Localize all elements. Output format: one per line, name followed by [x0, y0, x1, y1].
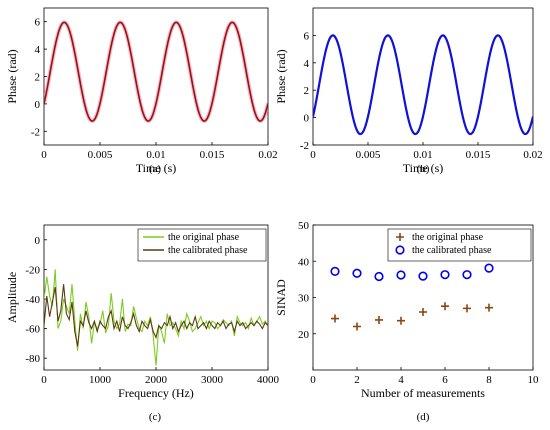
y-tick-label: 6: [35, 17, 41, 29]
x-tick-label: 0.01: [413, 149, 432, 161]
series-line-calibrated: [313, 34, 533, 136]
y-tick-label: -60: [25, 324, 40, 336]
data-point-calibrated: [374, 271, 384, 282]
x-tick-label: 2000: [145, 374, 168, 386]
y-tick-label: 0: [304, 113, 310, 125]
panel-caption: (b): [417, 163, 430, 175]
y-tick-label: -80: [25, 353, 40, 365]
data-point-calibrated: [396, 270, 406, 280]
data-point-original: [353, 322, 361, 331]
x-tick-label: 0.005: [88, 149, 113, 161]
plot-area: [44, 269, 268, 366]
data-point-original: [397, 316, 405, 325]
panel-caption: (a): [149, 163, 162, 175]
y-axis-label: SINAD: [274, 279, 288, 316]
legend-box: [137, 228, 267, 262]
data-point-original: [375, 315, 383, 324]
legend-label: the original phase: [412, 232, 484, 243]
y-tick-label: 20: [298, 329, 310, 341]
plot-area: [44, 20, 268, 124]
x-axis-label: Time (s): [136, 161, 177, 175]
legend-marker: [395, 245, 405, 255]
y-axis-label: Phase (rad): [5, 49, 19, 103]
legend: the original phase the calibrated phase: [137, 228, 267, 262]
y-tick-label: 2: [35, 72, 41, 84]
plot-frame: [43, 7, 269, 146]
y-tick-label: 4: [304, 58, 310, 70]
y-tick-label: 30: [298, 293, 310, 305]
x-axis-label: Number of measurements: [361, 386, 485, 400]
y-tick-label: 6: [304, 30, 310, 42]
x-tick-label: 0.02: [258, 149, 277, 161]
data-point-original: [463, 304, 471, 313]
x-tick-label: 10: [528, 374, 540, 386]
legend-label: the calibrated phase: [168, 245, 248, 256]
x-tick-label: 0.01: [146, 149, 165, 161]
y-tick-label: 0: [35, 99, 41, 111]
x-tick-label: 6: [442, 374, 448, 386]
panel-caption: (c): [149, 411, 162, 423]
x-tick-label: 0.015: [466, 149, 491, 161]
x-tick-label: 0: [310, 374, 316, 386]
x-tick-label: 3000: [201, 374, 224, 386]
x-tick-label: 0: [310, 149, 316, 161]
legend-box: [387, 228, 532, 262]
series-line-calibrated: [44, 284, 268, 347]
y-axis-label: Amplitude: [5, 272, 19, 323]
panel-d: 0 2 4 6 8 10 20 30 40 50 Number of measurements SIN…: [274, 220, 539, 423]
data-point-original: [419, 308, 427, 316]
x-tick-label: 0: [41, 374, 47, 386]
data-point-original: [485, 303, 493, 312]
x-tick-label: 8: [486, 374, 492, 386]
series-line-measured: [44, 21, 268, 122]
y-tick-label: -40: [25, 294, 40, 306]
y-tick-label: 4: [35, 44, 41, 56]
y-tick-label: 0: [35, 235, 41, 247]
data-point-calibrated: [440, 270, 450, 280]
legend-label: the original phase: [168, 232, 240, 243]
y-tick-label: -20: [25, 264, 40, 276]
x-tick-label: 4000: [257, 374, 280, 386]
panel-c: 0 1000 2000 3000 4000 -80 -60 -40 -20 0 Frequency …: [5, 224, 280, 423]
data-point-calibrated: [352, 268, 362, 278]
y-tick-label: 50: [298, 220, 310, 232]
data-point-original: [331, 314, 339, 323]
x-tick-label: 0.005: [356, 149, 381, 161]
x-axis-label: Frequency (Hz): [118, 386, 194, 400]
x-tick-label: 0: [41, 149, 47, 161]
x-tick-label: 4: [398, 374, 404, 386]
legend-label: the calibrated phase: [412, 245, 492, 256]
x-axis-label: Time (s): [403, 161, 444, 175]
legend: the original phase the calibrated phase: [387, 228, 532, 262]
y-tick-label: 40: [298, 256, 310, 268]
data-point-calibrated: [462, 270, 472, 280]
y-axis-label: Phase (rad): [274, 49, 288, 103]
y-tick-label: -2: [300, 140, 309, 152]
y-tick-label: 2: [304, 85, 310, 97]
data-point-calibrated: [484, 263, 494, 273]
x-tick-label: 0.02: [523, 149, 542, 161]
x-tick-label: 1000: [89, 374, 112, 386]
data-point-calibrated: [330, 266, 340, 277]
plot-area: [330, 263, 494, 331]
plot-frame: [312, 7, 534, 146]
y-tick-label: -2: [31, 126, 40, 138]
x-tick-label: 0.015: [200, 149, 225, 161]
panel-caption: (d): [417, 411, 430, 423]
legend-marker: [396, 233, 404, 241]
plot-area: [313, 34, 533, 136]
data-point-original: [441, 302, 449, 311]
data-point-calibrated: [418, 271, 428, 281]
x-tick-label: 2: [354, 374, 360, 386]
